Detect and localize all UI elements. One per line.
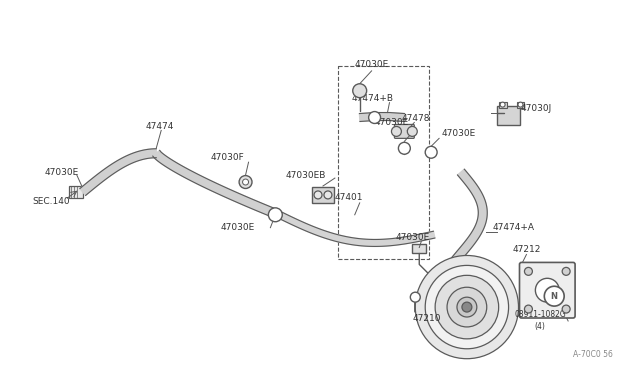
Text: 47474+B: 47474+B — [352, 94, 394, 103]
Text: 47474: 47474 — [145, 122, 173, 131]
FancyBboxPatch shape — [69, 186, 83, 198]
Circle shape — [324, 191, 332, 199]
Polygon shape — [435, 169, 487, 294]
Circle shape — [399, 142, 410, 154]
Circle shape — [268, 208, 282, 222]
Circle shape — [425, 265, 509, 349]
FancyBboxPatch shape — [497, 106, 520, 125]
Polygon shape — [80, 149, 156, 195]
FancyBboxPatch shape — [394, 125, 414, 138]
Polygon shape — [274, 210, 435, 246]
Text: 47030E: 47030E — [441, 129, 476, 138]
Text: 47030EB: 47030EB — [285, 171, 326, 180]
Circle shape — [435, 275, 499, 339]
Circle shape — [457, 297, 477, 317]
FancyBboxPatch shape — [312, 187, 334, 203]
Text: 47478: 47478 — [401, 114, 430, 123]
Circle shape — [447, 287, 487, 327]
Text: 47030E: 47030E — [396, 233, 429, 242]
Circle shape — [544, 286, 564, 306]
Circle shape — [410, 292, 420, 302]
Circle shape — [353, 84, 367, 98]
Circle shape — [524, 267, 532, 275]
Circle shape — [243, 179, 248, 185]
Circle shape — [524, 305, 532, 313]
Circle shape — [462, 302, 472, 312]
Text: 47030F: 47030F — [211, 153, 244, 162]
Text: 47401: 47401 — [335, 193, 364, 202]
Circle shape — [369, 112, 381, 124]
Circle shape — [562, 267, 570, 275]
Text: (4): (4) — [534, 323, 545, 331]
Text: 47030E: 47030E — [221, 223, 255, 232]
Circle shape — [407, 126, 417, 137]
FancyBboxPatch shape — [520, 262, 575, 318]
Text: 47210: 47210 — [412, 314, 441, 324]
Circle shape — [239, 176, 252, 189]
Polygon shape — [153, 150, 280, 219]
Text: N: N — [551, 292, 557, 301]
Text: 47030J: 47030J — [520, 104, 552, 113]
Circle shape — [392, 126, 401, 137]
FancyBboxPatch shape — [516, 102, 524, 108]
Text: SEC.140: SEC.140 — [32, 198, 70, 206]
Text: 47030E: 47030E — [374, 118, 409, 127]
Text: 47212: 47212 — [513, 245, 541, 254]
Circle shape — [314, 191, 322, 199]
Text: 08911-1082G: 08911-1082G — [515, 310, 566, 318]
Circle shape — [518, 102, 523, 107]
Circle shape — [536, 278, 559, 302]
Circle shape — [415, 256, 518, 359]
Circle shape — [500, 102, 505, 107]
Text: 47030E: 47030E — [44, 168, 78, 177]
Text: A-70C0 56: A-70C0 56 — [573, 350, 612, 359]
Text: 47030E: 47030E — [355, 60, 389, 70]
Polygon shape — [360, 113, 404, 122]
Circle shape — [425, 146, 437, 158]
Text: 47474+A: 47474+A — [493, 223, 534, 232]
Circle shape — [562, 305, 570, 313]
FancyBboxPatch shape — [499, 102, 507, 108]
FancyBboxPatch shape — [412, 244, 426, 253]
